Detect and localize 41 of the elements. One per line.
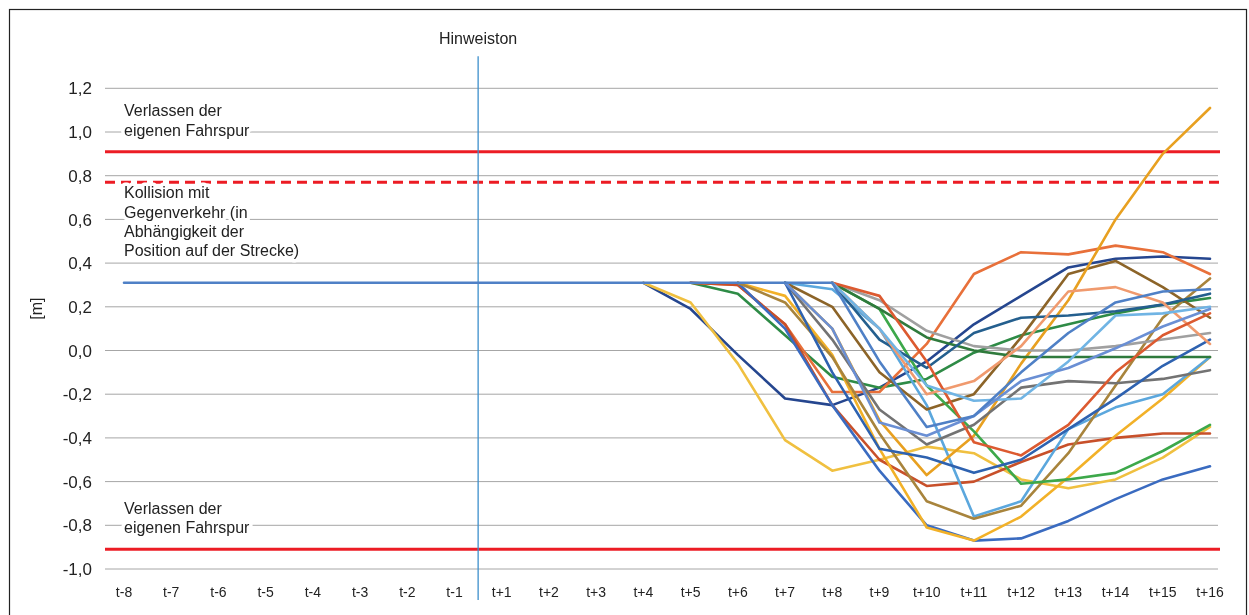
y-tick-label: -0,6 [62, 472, 92, 492]
x-tick-label: t+3 [586, 584, 607, 600]
y-tick-label: -0,2 [62, 385, 92, 405]
x-tick-label: t-1 [446, 584, 463, 600]
y-tick-label: 1,0 [68, 123, 92, 143]
x-tick-label: t+12 [1007, 584, 1036, 600]
x-tick-label: t-2 [399, 584, 416, 600]
ref-line-label: Hinweiston [439, 30, 518, 48]
x-tick-label: t+10 [912, 584, 941, 600]
x-tick-label: t-7 [163, 584, 180, 600]
x-tick-label: t-4 [304, 584, 322, 600]
x-tick-label: t+4 [633, 584, 654, 600]
y-tick-label: 1,2 [68, 79, 92, 99]
y-tick-label: 0,8 [68, 166, 92, 186]
y-tick-label: 0,0 [68, 341, 92, 361]
y-tick-label: -1,0 [62, 560, 92, 580]
y-tick-label: 0,2 [68, 297, 92, 317]
x-tick-label: t+5 [680, 584, 701, 600]
x-tick-label: t+2 [539, 584, 560, 600]
x-tick-label: t+6 [727, 584, 748, 600]
x-tick-label: t+11 [960, 584, 988, 600]
x-tick-label: t-8 [115, 584, 133, 600]
x-tick-label: t+15 [1148, 584, 1177, 600]
y-tick-label: -0,4 [62, 429, 92, 449]
x-tick-label: t+8 [822, 584, 843, 600]
ref-line-label: Verlassen der eigenen Fahrspur [124, 499, 251, 537]
x-tick-label: t+1 [491, 584, 512, 600]
x-tick-label: t-3 [351, 584, 369, 600]
ref-line-label: Verlassen der eigenen Fahrspur [124, 102, 251, 139]
y-tick-label: -0,8 [62, 516, 92, 536]
x-tick-label: t-5 [257, 584, 275, 600]
x-tick-label: t+16 [1196, 584, 1225, 600]
ref-line-label: Kollision mit Gegenverkehr (in Abhängigkeit der Position auf der Strecke) [124, 184, 300, 260]
y-axis-title: [m] [28, 297, 45, 320]
x-tick-label: t+13 [1054, 584, 1083, 600]
x-tick-label: t-6 [210, 584, 227, 600]
x-tick-label: t+14 [1101, 584, 1130, 600]
y-tick-label: 0,4 [68, 254, 92, 274]
x-tick-label: t+9 [869, 584, 890, 600]
y-tick-label: 0,6 [68, 210, 92, 230]
x-tick-label: t+7 [775, 584, 796, 600]
